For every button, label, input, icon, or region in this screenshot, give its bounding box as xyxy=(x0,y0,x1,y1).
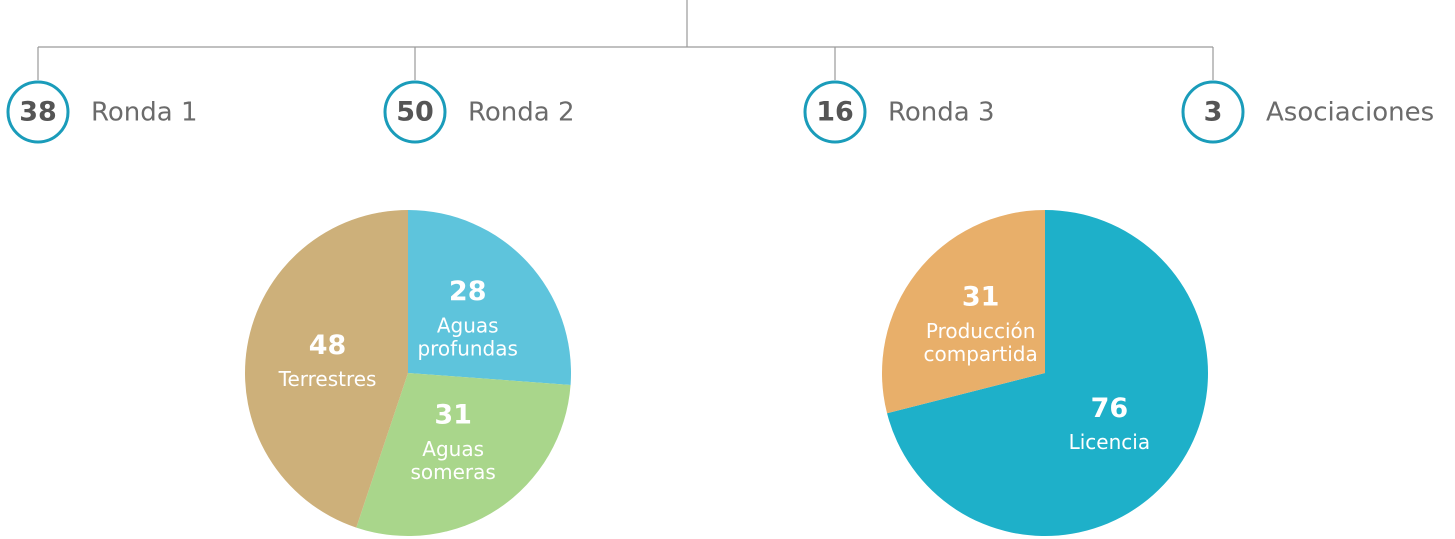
round-label: Asociaciones xyxy=(1266,98,1434,128)
slice-value: 28 xyxy=(449,276,487,307)
round-count: 50 xyxy=(396,97,434,128)
round-label: Ronda 3 xyxy=(888,98,995,128)
round-badge xyxy=(383,80,447,144)
round-count: 38 xyxy=(19,97,57,128)
slice-label: Aguas someras xyxy=(410,436,495,483)
slice-label: Producción compartida xyxy=(924,318,1038,365)
slice-value: 76 xyxy=(1091,393,1129,424)
round-label: Ronda 1 xyxy=(91,98,198,128)
slice-label: Licencia xyxy=(1069,430,1150,454)
slice-label: Terrestres xyxy=(278,367,377,391)
tree xyxy=(38,0,1213,48)
slice-value: 31 xyxy=(434,399,472,430)
round-count: 16 xyxy=(816,97,854,128)
slice-label: Aguas profundas xyxy=(417,313,517,360)
pie-slice xyxy=(408,210,572,385)
slice-value: 31 xyxy=(962,281,1000,312)
pie-slice xyxy=(356,373,571,536)
slice-value: 48 xyxy=(309,330,347,361)
round-label: Ronda 2 xyxy=(468,98,575,128)
round-badge xyxy=(6,80,70,144)
pie-slice xyxy=(887,210,1208,537)
round-count: 3 xyxy=(1204,97,1223,128)
pie-slice xyxy=(245,210,408,528)
pie-slice xyxy=(881,210,1045,414)
round-badge xyxy=(803,80,867,144)
round-badge xyxy=(1181,80,1245,144)
